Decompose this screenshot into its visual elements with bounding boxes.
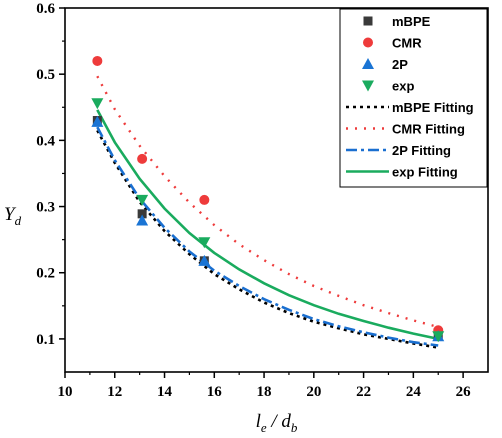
legend-label: 2P: [392, 57, 408, 72]
data-point-exp: [432, 331, 445, 343]
data-point-2p: [198, 254, 211, 266]
data-point-exp: [198, 237, 211, 249]
y-tick-label: 0.1: [36, 332, 55, 348]
data-point-mbpe: [137, 209, 147, 219]
legend-marker-mbpe: [363, 16, 373, 26]
data-point-2p: [91, 115, 104, 127]
x-tick-label: 12: [107, 384, 122, 400]
legend-marker-cmr: [363, 37, 373, 48]
data-point-exp: [136, 194, 149, 206]
fit-line-exp-fitting: [96, 109, 439, 341]
legend-label: exp: [392, 79, 414, 94]
fit-line-mbpe-fitting: [96, 129, 439, 349]
y-axis-label-sub: d: [15, 213, 22, 228]
x-axis-label-main: l: [256, 411, 261, 432]
data-point-cmr: [92, 55, 103, 66]
legend-label: exp Fitting: [392, 165, 458, 180]
data-point-cmr: [199, 194, 210, 205]
x-axis-label-sub1: e: [261, 420, 267, 435]
y-tick-label: 0.5: [36, 67, 55, 83]
fit-line-cmr-fitting: [96, 75, 439, 329]
legend-label: CMR: [392, 36, 422, 51]
x-tick-label: 14: [157, 384, 173, 400]
legend-label: mBPE: [392, 14, 431, 29]
legend-label: CMR Fitting: [392, 122, 465, 137]
y-tick-label: 0.3: [36, 200, 55, 216]
y-tick-label: 0.2: [36, 266, 55, 282]
legend-marker-2p: [362, 58, 374, 69]
y-tick-label: 0.4: [36, 133, 55, 149]
plot-area-frame: [64, 7, 489, 373]
legend-label: 2P Fitting: [392, 143, 451, 158]
legend: mBPE CMR 2P exp mBPE Fitting CMR Fitting 2P Fi…: [339, 8, 488, 188]
axes: 10 12 14 16 18 20 22 24 26 0.1 0.2 0.3 0.4 0.5 0.6: [36, 1, 471, 400]
x-tick-label: 20: [306, 384, 321, 400]
x-tick-label: 26: [456, 384, 472, 400]
x-tick-label: 16: [207, 384, 223, 400]
x-tick-label: 18: [257, 384, 272, 400]
x-tick-label: 10: [58, 384, 73, 400]
data-point-2p: [136, 214, 149, 226]
fit-line-2p-fitting: [96, 126, 439, 347]
y-axis-label-main: Y: [4, 204, 17, 225]
data-point-cmr: [137, 153, 148, 164]
legend-label: mBPE Fitting: [392, 100, 474, 115]
y-axis-label: Yd: [4, 204, 22, 228]
plot-marks: [91, 55, 445, 349]
x-axis-label-sep: / d: [267, 411, 292, 432]
y-tick-label: 0.6: [36, 1, 55, 17]
x-axis-label-sub2: b: [291, 420, 298, 435]
x-axis-label: le / db: [256, 411, 298, 435]
x-tick-label: 22: [356, 384, 371, 400]
data-point-exp: [91, 98, 104, 110]
x-tick-label: 24: [406, 384, 422, 400]
legend-box: [339, 8, 488, 188]
legend-marker-exp: [362, 80, 374, 92]
